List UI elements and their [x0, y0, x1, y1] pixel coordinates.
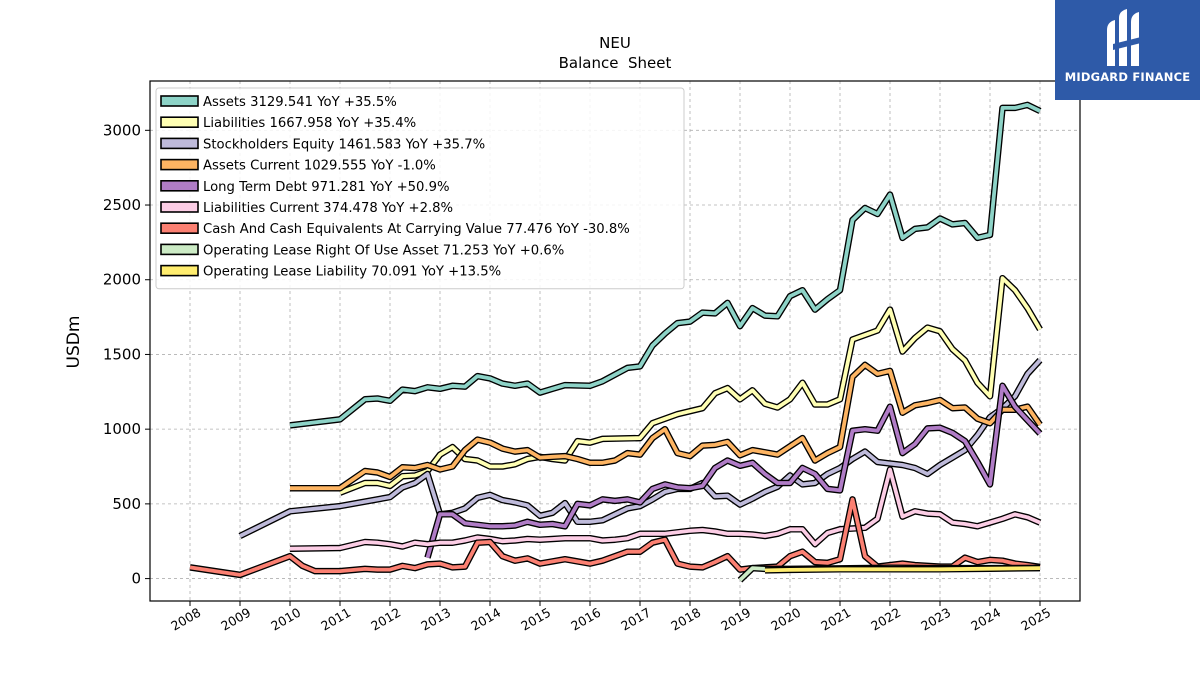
x-tick-label: 2018: [668, 605, 703, 634]
legend-swatch: [160, 158, 199, 171]
chart-subtitle: Balance Sheet: [559, 54, 672, 72]
legend-swatch: [160, 137, 199, 150]
series-lines: [189, 101, 1043, 583]
midgard-finance-logo: MIDGARD FINANCE: [1055, 0, 1200, 100]
legend-entry: Liabilities 1667.958 YoY +35.4%: [160, 116, 416, 131]
y-tick-label: 0: [131, 570, 141, 588]
y-tick-label: 1000: [103, 420, 141, 438]
series-line-core: [425, 383, 1042, 559]
series-line-core: [764, 566, 1041, 573]
legend-swatch: [160, 243, 199, 256]
legend-label: Stockholders Equity 1461.583 YoY +35.7%: [203, 137, 485, 152]
x-tick-label: 2022: [868, 605, 903, 634]
y-axis-label: USDm: [64, 316, 84, 369]
x-tick-label: 2009: [218, 605, 253, 634]
chart-title: NEU: [599, 34, 631, 52]
legend-swatch: [160, 95, 199, 107]
legend-swatch: [160, 201, 199, 213]
series-line-core: [289, 103, 1041, 428]
legend-entry: Cash And Cash Equivalents At Carrying Va…: [160, 222, 630, 237]
legend-label: Long Term Debt 971.281 YoY +50.9%: [203, 180, 450, 195]
brand-name: MIDGARD FINANCE: [1064, 70, 1191, 84]
y-tick-label: 1500: [103, 345, 141, 363]
x-tick-label: 2014: [468, 605, 503, 634]
legend-label: Operating Lease Liability 70.091 YoY +13…: [203, 265, 501, 280]
plot-frame: [149, 80, 1081, 602]
legend-label: Liabilities 1667.958 YoY +35.4%: [203, 116, 416, 131]
legend-label: Operating Lease Right Of Use Asset 71.25…: [203, 243, 564, 258]
legend-swatch: [160, 264, 199, 277]
series-line-core: [289, 467, 1041, 551]
x-tick-label: 2017: [618, 605, 653, 634]
x-tick-label: 2015: [518, 605, 553, 634]
x-tick-label: 2021: [818, 605, 853, 634]
x-tick-label: 2024: [968, 605, 1003, 634]
legend-entry: Long Term Debt 971.281 YoY +50.9%: [160, 180, 450, 195]
legend-entry: Liabilities Current 374.478 YoY +2.8%: [160, 201, 453, 216]
x-tick-label: 2025: [1018, 605, 1053, 634]
y-tick-label: 2000: [103, 271, 141, 289]
series-line-core: [290, 363, 1042, 491]
series-line: [764, 564, 1041, 574]
x-tick-label: 2019: [718, 605, 753, 634]
legend-label: Cash And Cash Equivalents At Carrying Va…: [203, 222, 630, 237]
y-tick-label: 500: [112, 495, 141, 513]
legend-entry: Stockholders Equity 1461.583 YoY +35.7%: [160, 137, 485, 152]
legend-box: [155, 87, 685, 290]
legend-entry: Assets Current 1029.555 YoY -1.0%: [160, 158, 436, 174]
x-tick-label: 2010: [268, 605, 303, 634]
x-tick-label: 2023: [918, 605, 953, 634]
legend-label: Assets 3129.541 YoY +35.5%: [203, 95, 397, 110]
legend-entry: Operating Lease Liability 70.091 YoY +13…: [160, 264, 501, 280]
x-tick-label: 2013: [418, 605, 453, 634]
legend-swatch: [160, 222, 199, 234]
y-tick-label: 2500: [103, 196, 141, 214]
series-line: [424, 382, 1043, 559]
legend: Assets 3129.541 YoY +35.5% Liabilities 16…: [155, 87, 685, 290]
midgard-logo-icon: [1107, 9, 1145, 66]
legend-label: Assets Current 1029.555 YoY -1.0%: [203, 159, 436, 174]
x-tick-label: 2016: [568, 605, 603, 634]
legend-label: Liabilities Current 374.478 YoY +2.8%: [203, 201, 453, 216]
x-tick-label: 2011: [318, 605, 353, 634]
x-tick-label: 2020: [768, 605, 803, 634]
legend-entry: Assets 3129.541 YoY +35.5%: [160, 95, 397, 110]
series-line: [290, 361, 1043, 492]
series-line: [289, 466, 1042, 552]
legend-entry: Operating Lease Right Of Use Asset 71.25…: [160, 243, 564, 258]
y-tick-label: 3000: [103, 121, 141, 139]
legend-swatch: [160, 180, 199, 192]
x-tick-label: 2012: [368, 605, 403, 634]
legend-swatch: [160, 116, 199, 128]
series-line: [289, 101, 1042, 429]
x-tick-label: 2008: [168, 605, 203, 634]
